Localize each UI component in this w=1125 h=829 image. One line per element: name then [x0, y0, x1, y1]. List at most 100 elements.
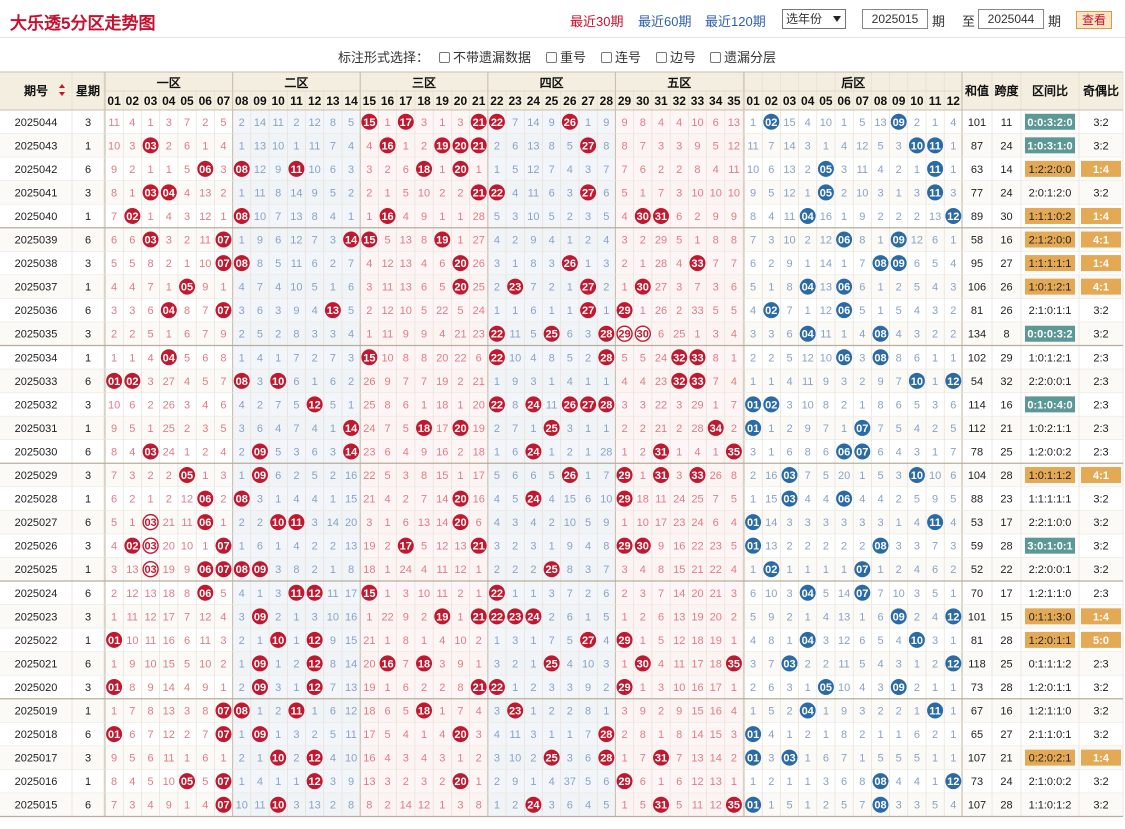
back-miss-count: 1: [914, 658, 920, 670]
front-draw-number: 04: [163, 187, 176, 199]
back-miss-count: 2: [859, 541, 865, 553]
front-miss-count: 3: [275, 305, 281, 317]
front-miss-count: 4: [713, 164, 719, 176]
front-draw-ball: [725, 443, 742, 460]
ratio-highlight: [1025, 325, 1075, 342]
option-edge[interactable]: 边号: [656, 47, 696, 66]
front-miss-count: 2: [530, 564, 536, 576]
front-draw-ball: [270, 631, 287, 648]
front-miss-count: 1: [439, 706, 445, 718]
front-draw-ball: [215, 302, 232, 319]
front-draw-number: 09: [254, 446, 266, 458]
front-miss-count: 6: [530, 305, 536, 317]
back-draw-number: 08: [874, 329, 886, 341]
front-miss-count: 3: [148, 376, 154, 388]
front-number-header: 12: [308, 94, 322, 108]
front-miss-count: 5: [731, 541, 737, 553]
front-miss-count: 13: [673, 611, 685, 623]
front-miss-count: 3: [129, 800, 135, 812]
front-draw-number: 06: [199, 588, 211, 600]
week-cell: 6: [85, 800, 91, 812]
front-miss-count: 5: [567, 635, 573, 647]
option-no-missing[interactable]: 不带遗漏数据: [439, 47, 531, 66]
front-draw-ball: [306, 655, 323, 672]
period-30-link[interactable]: 最近30期: [570, 14, 624, 29]
front-draw-number: 12: [309, 588, 321, 600]
front-miss-count: 8: [111, 187, 117, 199]
front-miss-count: 1: [239, 140, 245, 152]
front-miss-count: 6: [202, 753, 208, 765]
back-miss-count: 14: [820, 258, 832, 270]
front-miss-count: 12: [381, 305, 393, 317]
front-miss-count: 2: [348, 376, 354, 388]
back-number-header: 08: [874, 94, 888, 108]
oddeven-highlight: [1081, 207, 1121, 224]
front-miss-count: 18: [363, 564, 375, 576]
checkbox[interactable]: [710, 52, 721, 63]
back-draw-number: 04: [802, 706, 815, 718]
front-draw-number: 31: [655, 470, 667, 482]
checkbox[interactable]: [439, 52, 450, 63]
back-draw-ball: [836, 349, 853, 366]
front-miss-count: 19: [163, 564, 175, 576]
checkbox[interactable]: [656, 52, 667, 63]
front-miss-count: 11: [181, 517, 192, 529]
front-miss-count: 22: [363, 470, 375, 482]
front-miss-count: 3: [567, 753, 573, 765]
back-miss-count: 4: [859, 329, 865, 341]
front-miss-count: 12: [199, 211, 211, 223]
front-miss-count: 9: [111, 753, 117, 765]
front-miss-count: 10: [527, 211, 539, 223]
front-miss-count: 6: [312, 446, 318, 458]
back-miss-count: 14: [783, 140, 795, 152]
to-period-input[interactable]: 2025044: [978, 9, 1044, 29]
front-miss-count: 8: [293, 329, 299, 341]
front-miss-count: 7: [220, 376, 226, 388]
front-miss-count: 7: [512, 423, 518, 435]
from-period-input[interactable]: 2025015: [862, 9, 928, 29]
back-miss-count: 10: [747, 164, 759, 176]
back-miss-count: 4: [768, 729, 774, 741]
ratio-cell: 0:1:1:1:2: [1029, 658, 1072, 670]
back-number-header: 12: [947, 94, 961, 108]
front-miss-count: 24: [363, 423, 375, 435]
front-miss-count: 4: [421, 258, 427, 270]
back-draw-ball: [799, 278, 816, 295]
back-draw-number: 10: [911, 140, 923, 152]
sum-cell: 81: [971, 635, 983, 647]
back-draw-ball: [745, 749, 762, 766]
option-repeat[interactable]: 重号: [546, 47, 586, 66]
option-consecutive[interactable]: 连号: [601, 47, 641, 66]
front-miss-count: 2: [129, 329, 135, 341]
back-draw-ball: [927, 160, 944, 177]
front-draw-number: 08: [236, 211, 248, 223]
front-miss-count: 12: [527, 164, 539, 176]
front-miss-count: 1: [220, 282, 226, 294]
back-miss-count: 5: [932, 588, 938, 600]
front-miss-count: 20: [345, 517, 357, 529]
front-draw-ball: [324, 302, 341, 319]
back-miss-count: 5: [859, 305, 865, 317]
period-cell: 2025033: [15, 376, 58, 388]
period-120-link[interactable]: 最近120期: [705, 14, 766, 29]
front-miss-count: 4: [476, 706, 482, 718]
year-select[interactable]: 选年份: [782, 9, 846, 29]
sum-cell: 58: [971, 235, 983, 247]
period-60-link[interactable]: 最近60期: [638, 14, 692, 29]
front-miss-count: 2: [439, 776, 445, 788]
front-miss-count: 8: [694, 164, 700, 176]
front-miss-count: 8: [567, 564, 573, 576]
checkbox[interactable]: [601, 52, 612, 63]
query-button[interactable]: 查看: [1076, 11, 1112, 29]
front-miss-count: 9: [330, 635, 336, 647]
checkbox[interactable]: [546, 52, 557, 63]
back-miss-count: 2: [786, 611, 792, 623]
back-draw-number: 04: [802, 282, 815, 294]
back-miss-count: 1: [750, 706, 756, 718]
option-missing-layer[interactable]: 遗漏分层: [710, 47, 776, 66]
front-miss-count: 2: [239, 329, 245, 341]
front-miss-count: 4: [421, 753, 427, 765]
front-draw-number: 18: [418, 658, 430, 670]
front-miss-count: 6: [312, 258, 318, 270]
